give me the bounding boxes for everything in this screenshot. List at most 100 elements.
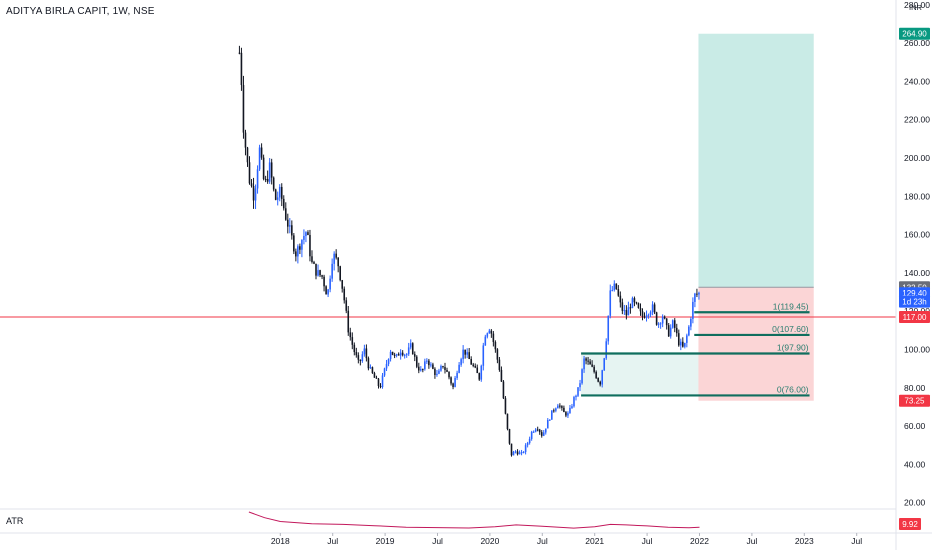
candle-body — [476, 367, 479, 374]
candle — [430, 362, 432, 368]
price-tag: 117.00 — [899, 310, 930, 323]
candle-body — [379, 385, 382, 388]
candle — [500, 366, 503, 382]
candle — [456, 370, 458, 380]
candle-body — [565, 412, 567, 416]
candle-body — [581, 369, 583, 384]
candle-body — [647, 314, 650, 316]
candle — [371, 366, 374, 374]
candle — [625, 305, 628, 320]
candle-body — [240, 52, 243, 86]
candle — [659, 322, 662, 329]
candle — [579, 379, 581, 392]
candle-body — [276, 197, 279, 200]
candle-body — [468, 352, 470, 360]
candle-body — [518, 452, 521, 455]
candle — [272, 176, 275, 192]
candle-body — [597, 377, 599, 382]
candle-body — [244, 132, 247, 148]
candle — [522, 451, 525, 454]
candle-body — [278, 186, 281, 198]
atr-value-label: 9.92 — [902, 520, 918, 529]
atr-value-box — [899, 518, 921, 530]
candle — [341, 279, 344, 293]
atr-label: ATR — [6, 516, 24, 526]
candle — [438, 368, 440, 375]
candle-body — [544, 428, 547, 433]
candle — [571, 403, 573, 409]
candle — [518, 450, 521, 455]
y-tick-label: 140.00 — [904, 268, 930, 278]
candle — [317, 264, 319, 277]
candle-body — [389, 351, 392, 360]
candle-body — [369, 367, 372, 369]
candle — [284, 202, 287, 221]
candle — [383, 367, 386, 377]
candle — [593, 364, 595, 374]
candle-body — [466, 352, 468, 355]
candle — [601, 369, 603, 388]
candle-body — [573, 397, 575, 407]
candle-body — [264, 178, 267, 180]
candle — [331, 258, 333, 282]
candle-body — [329, 278, 331, 290]
candle-body — [454, 377, 456, 387]
candle-body — [548, 419, 551, 421]
candle-body — [341, 280, 344, 289]
candle-body — [331, 263, 333, 279]
candle — [291, 220, 293, 240]
candle — [385, 359, 388, 371]
candle-body — [601, 370, 603, 385]
candle-body — [694, 293, 696, 302]
y-tick-label: 280.00 — [904, 0, 930, 10]
candle — [325, 285, 327, 295]
candle — [684, 342, 686, 349]
candle — [510, 443, 513, 457]
x-tick-label: 2019 — [376, 536, 395, 546]
candle-body — [313, 261, 315, 264]
candle — [417, 362, 420, 374]
candle — [581, 368, 583, 385]
y-tick-label: 260.00 — [904, 38, 930, 48]
candle-body — [587, 360, 589, 362]
candle — [301, 239, 303, 258]
candle — [351, 332, 354, 350]
candle — [575, 394, 577, 401]
candle — [244, 129, 247, 156]
candle-body — [563, 407, 565, 413]
candle-body — [351, 337, 354, 345]
candle-body — [307, 232, 309, 236]
candle — [246, 146, 249, 167]
candle — [238, 45, 241, 55]
stop-zone — [698, 287, 814, 401]
candle — [553, 408, 555, 413]
candle-body — [345, 300, 348, 311]
candle — [359, 359, 362, 366]
candle — [645, 310, 648, 322]
y-axis-unit: INR — [909, 3, 923, 12]
candle-body — [403, 354, 406, 356]
y-tick-label: 100.00 — [904, 345, 930, 355]
x-tick-label: 2018 — [271, 536, 290, 546]
candle — [264, 175, 267, 183]
candle-body — [579, 383, 581, 388]
candle-body — [692, 301, 694, 319]
candle — [242, 75, 245, 139]
candle — [462, 345, 464, 364]
candle — [450, 376, 452, 386]
candle — [424, 358, 426, 371]
candle-body — [442, 366, 444, 368]
candle — [611, 286, 614, 292]
candle-body — [284, 208, 287, 220]
candle-body — [526, 442, 529, 446]
candle — [399, 349, 402, 360]
price-tag-box — [899, 27, 930, 40]
candle-body — [250, 183, 253, 187]
candle-body — [430, 364, 432, 366]
candle — [561, 405, 563, 411]
candle — [589, 358, 591, 365]
price-tag-label: 129.40 — [902, 289, 927, 298]
candle-body — [637, 303, 640, 308]
